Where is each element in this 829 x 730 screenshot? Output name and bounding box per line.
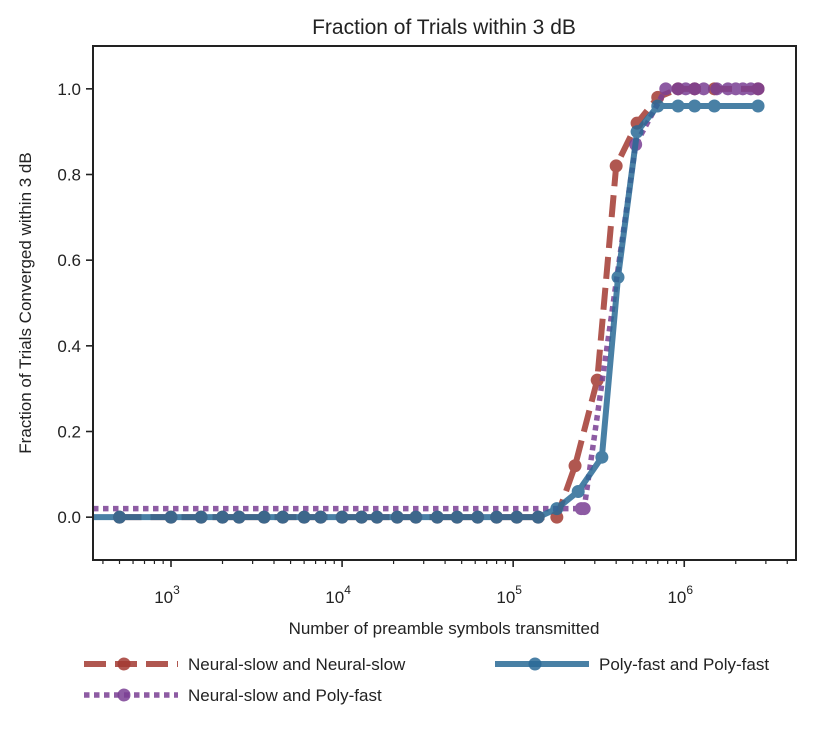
- legend-item-1: Neural-slow and Poly-fast: [84, 686, 382, 705]
- series-1: [93, 82, 765, 516]
- series-2: [93, 99, 765, 524]
- data-point: [370, 510, 384, 524]
- data-point: [450, 510, 464, 524]
- legend-swatch-marker: [528, 657, 542, 671]
- data-point: [355, 510, 369, 524]
- y-tick-label: 0.2: [57, 423, 81, 442]
- data-point: [164, 510, 178, 524]
- legend-swatch-marker: [117, 688, 131, 702]
- y-tick-label: 1.0: [57, 80, 81, 99]
- legend-swatch-marker: [117, 657, 131, 671]
- data-point: [751, 99, 765, 113]
- y-axis-label: Fraction of Trials Converged within 3 dB: [16, 152, 35, 453]
- data-point: [430, 510, 444, 524]
- data-point: [390, 510, 404, 524]
- data-point: [257, 510, 271, 524]
- ticks-layer: 0.0 0.2 0.4 0.6 0.8 1.0 103 104 105 106: [57, 80, 788, 607]
- data-point: [490, 510, 504, 524]
- data-point: [510, 510, 524, 524]
- data-point: [314, 510, 328, 524]
- series-layer: [93, 82, 765, 524]
- series-line-1: [93, 86, 759, 512]
- data-point: [568, 459, 582, 473]
- data-point: [471, 510, 485, 524]
- data-point: [297, 510, 311, 524]
- data-point: [671, 99, 685, 113]
- data-point: [409, 510, 423, 524]
- y-tick-label: 0.0: [57, 508, 81, 527]
- data-point: [630, 125, 644, 139]
- data-point: [113, 510, 126, 524]
- data-point: [707, 99, 721, 113]
- legend: Neural-slow and Neural-slow Neural-slow a…: [84, 655, 769, 705]
- legend-label: Neural-slow and Neural-slow: [188, 655, 406, 674]
- x-tick-label: 104: [325, 583, 351, 607]
- x-tick-label: 106: [667, 583, 693, 607]
- legend-label: Poly-fast and Poly-fast: [599, 655, 769, 674]
- x-tick-label: 103: [154, 583, 180, 607]
- data-point: [710, 82, 724, 96]
- y-tick-label: 0.4: [57, 337, 81, 356]
- data-point: [688, 99, 702, 113]
- plot-frame: [92, 45, 797, 561]
- legend-label: Neural-slow and Poly-fast: [188, 686, 382, 705]
- data-point: [751, 82, 765, 96]
- series-0: [113, 82, 765, 524]
- data-point: [697, 82, 711, 96]
- data-point: [335, 510, 349, 524]
- data-point: [595, 450, 609, 464]
- data-point: [688, 82, 702, 96]
- chart-title: Fraction of Trials within 3 dB: [312, 16, 576, 39]
- data-point: [659, 82, 673, 96]
- data-point: [571, 484, 585, 498]
- data-point: [194, 510, 208, 524]
- data-point: [232, 510, 246, 524]
- data-point: [651, 99, 665, 113]
- data-point: [216, 510, 229, 524]
- legend-item-2: Poly-fast and Poly-fast: [495, 655, 769, 674]
- data-point: [531, 510, 545, 524]
- series-line-0: [119, 85, 759, 521]
- data-point: [609, 159, 623, 173]
- series-line-2: [93, 102, 759, 521]
- data-point: [550, 502, 564, 516]
- data-point: [276, 510, 290, 524]
- y-tick-label: 0.6: [57, 251, 81, 270]
- x-tick-label: 105: [496, 583, 522, 607]
- x-axis-label: Number of preamble symbols transmitted: [289, 619, 600, 638]
- y-tick-label: 0.8: [57, 166, 81, 185]
- data-point: [611, 270, 625, 284]
- data-point: [577, 502, 591, 516]
- data-point: [679, 82, 693, 96]
- legend-item-0: Neural-slow and Neural-slow: [84, 655, 406, 674]
